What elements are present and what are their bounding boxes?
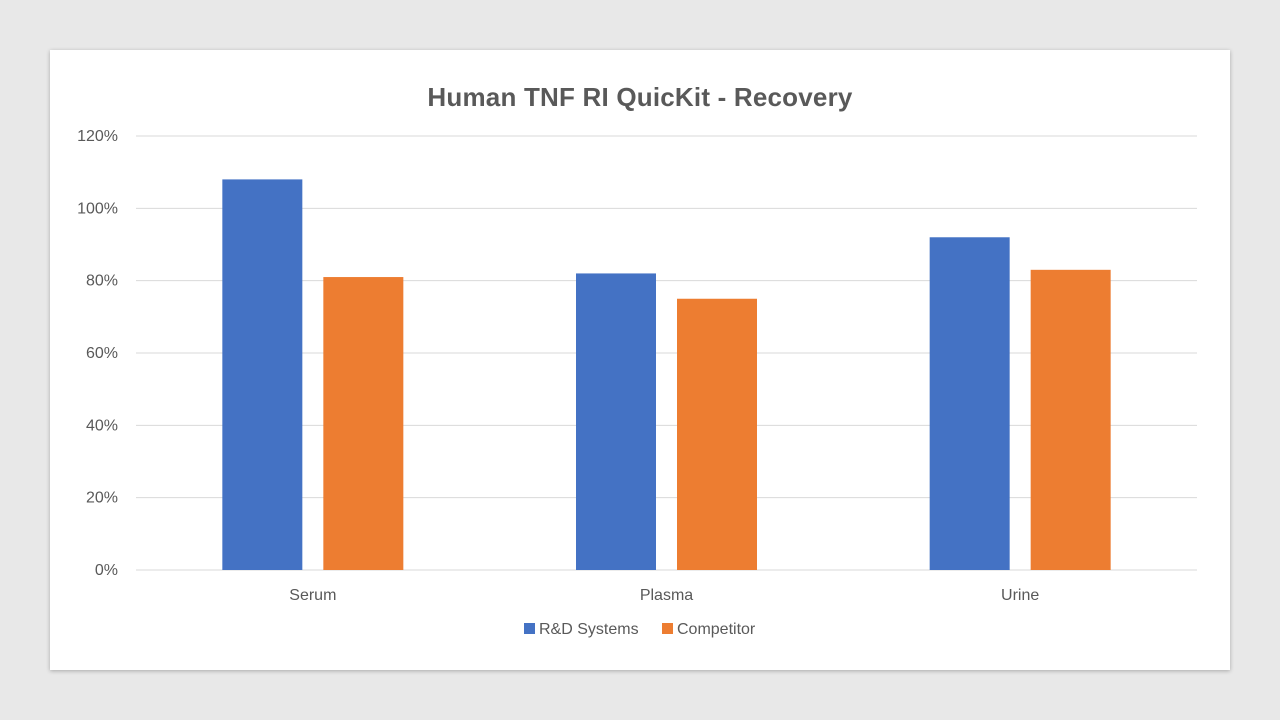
bar-urine-series-1 [929,237,1010,570]
x-category-label: Urine [1001,587,1039,604]
legend-label: Competitor [677,621,756,638]
y-tick-label: 100% [77,200,118,217]
x-category-label: Plasma [640,587,693,604]
y-tick-label: 20% [86,490,118,507]
bar-plasma-series-2 [677,298,757,570]
y-tick-label: 0% [95,562,118,579]
x-category-label: Serum [289,587,336,604]
legend: R&D Systems Competitor [524,621,756,638]
bar-urine-series-2 [1030,269,1111,570]
legend-swatch [662,623,673,634]
bar-serum-series-2 [323,277,404,570]
bars [222,179,1111,570]
y-axis-ticks: 0% 20% 40% 60% 80% 100% 120% [77,128,118,579]
legend-swatch [524,623,535,634]
bar-serum-series-1 [222,179,303,570]
legend-item: R&D Systems [524,621,639,638]
legend-label: R&D Systems [539,621,639,638]
y-tick-label: 120% [77,128,118,145]
bar-plasma-series-1 [576,273,656,570]
chart-title: Human TNF RI QuicKit - Recovery [427,82,853,112]
y-tick-label: 80% [86,273,118,290]
y-tick-label: 60% [86,345,118,362]
x-axis-categories: Serum Plasma Urine [289,587,1039,604]
y-tick-label: 40% [86,417,118,434]
legend-item: Competitor [662,621,756,638]
gridlines [136,135,1197,571]
